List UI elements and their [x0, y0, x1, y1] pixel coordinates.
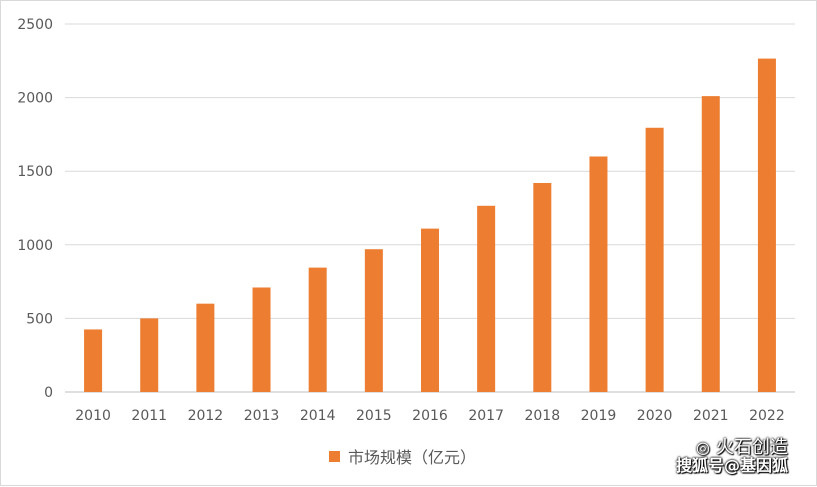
- watermark-text-2: 搜狐号@基因狐: [675, 455, 788, 475]
- x-tick-label: 2021: [693, 408, 729, 424]
- x-tick-label: 2012: [188, 408, 224, 424]
- y-tick-label: 1000: [17, 238, 53, 254]
- bar: [757, 58, 776, 392]
- x-tick-label: 2018: [524, 408, 560, 424]
- bar: [140, 318, 159, 392]
- bar: [308, 267, 327, 392]
- x-tick-label: 2017: [468, 408, 504, 424]
- x-tick-label: 2019: [581, 408, 617, 424]
- y-tick-label: 1500: [17, 164, 53, 180]
- watermark-text-1: 火石创造: [716, 437, 788, 458]
- bar: [477, 205, 496, 392]
- wechat-icon: ◎: [696, 438, 710, 458]
- y-tick-label: 2000: [17, 91, 53, 107]
- legend: 市场规模（亿元）: [329, 445, 476, 467]
- x-tick-label: 2014: [300, 408, 336, 424]
- x-tick-label: 2022: [749, 408, 785, 424]
- bar: [533, 182, 552, 392]
- y-tick-label: 2500: [17, 17, 53, 33]
- x-tick-label: 2016: [412, 408, 448, 424]
- y-tick-label: 500: [26, 311, 53, 327]
- bar: [645, 127, 664, 392]
- bar: [252, 287, 271, 392]
- bar: [364, 249, 383, 392]
- x-tick-label: 2015: [356, 408, 392, 424]
- y-tick-label: 0: [44, 385, 53, 401]
- watermark: ◎ 火石创造 搜狐号@基因狐: [675, 437, 788, 475]
- x-tick-label: 2013: [244, 408, 280, 424]
- x-tick-label: 2020: [637, 408, 673, 424]
- bar: [589, 156, 608, 392]
- watermark-line1: ◎ 火石创造: [676, 437, 788, 458]
- legend-swatch: [329, 450, 340, 462]
- x-tick-label: 2010: [75, 408, 111, 424]
- x-tick-label: 2011: [131, 408, 167, 424]
- bar: [84, 329, 103, 392]
- bar: [196, 303, 215, 392]
- bar: [421, 228, 439, 392]
- bar: [701, 96, 720, 393]
- legend-label: 市场规模（亿元）: [348, 448, 477, 467]
